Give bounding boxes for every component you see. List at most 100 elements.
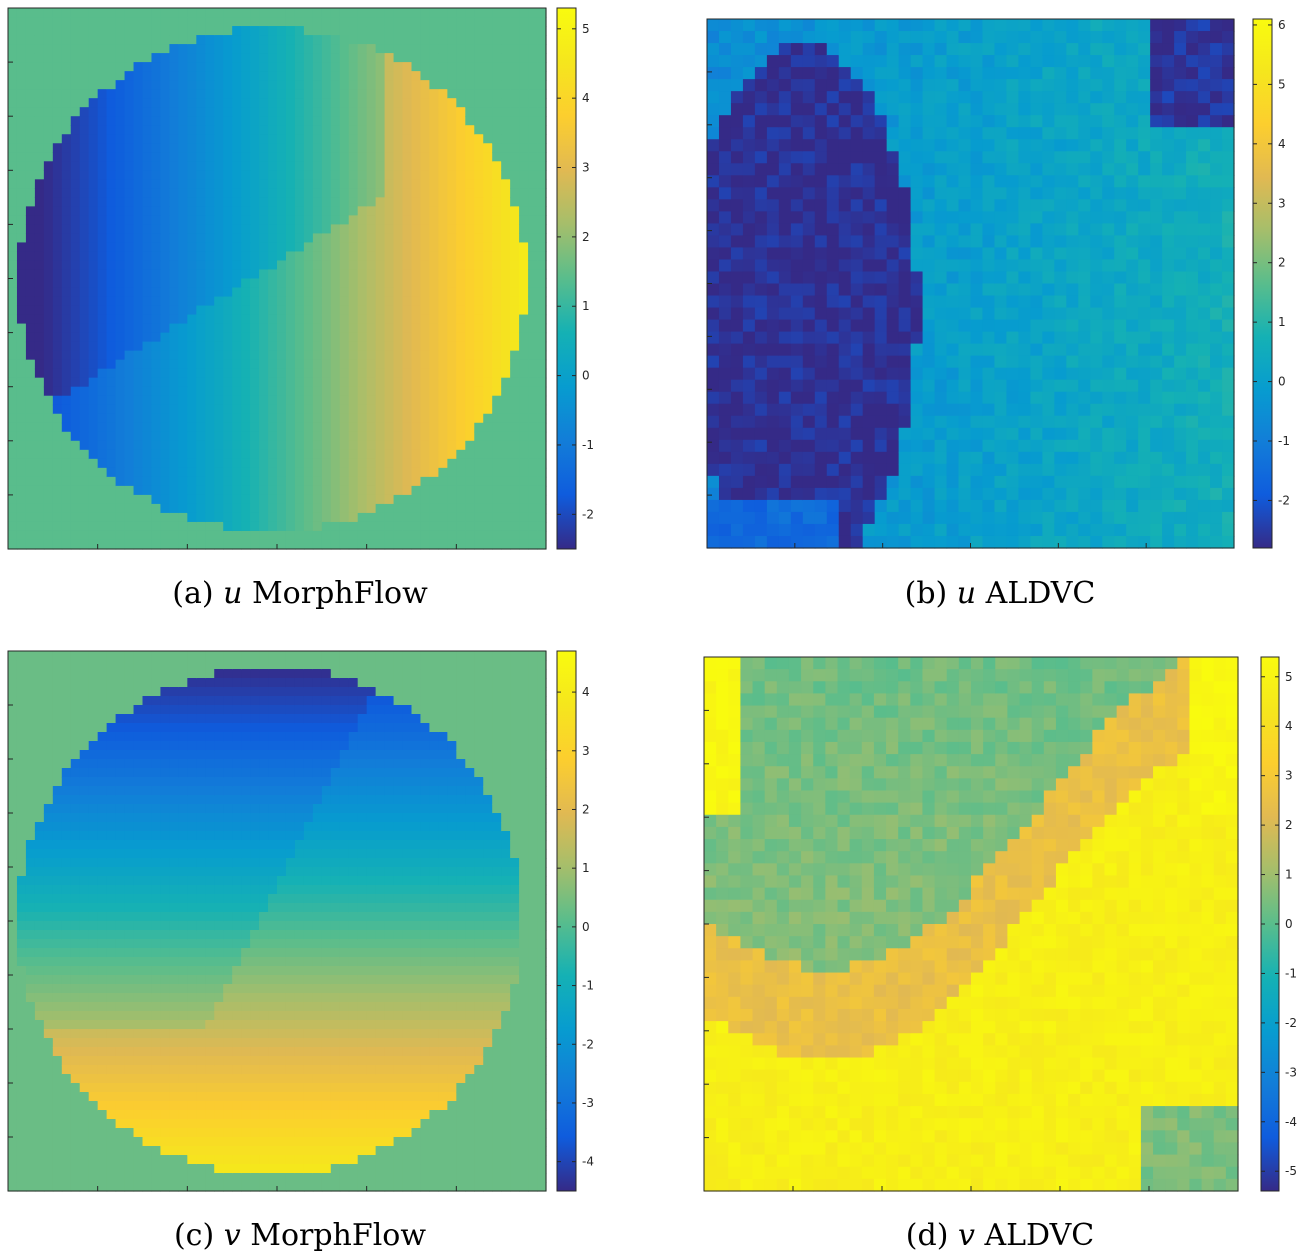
heatmap-cell [330, 80, 341, 90]
heatmap-cell [718, 367, 732, 381]
heatmap-cell [232, 395, 242, 406]
heatmap-cell [510, 359, 520, 370]
heatmap-cell [910, 175, 924, 188]
heatmap-cell [294, 341, 305, 352]
heatmap-cell [754, 391, 768, 405]
heatmap-cell [43, 278, 54, 289]
heatmap-cell [982, 223, 996, 237]
heatmap-cell [501, 449, 511, 460]
heatmap-cell [106, 107, 117, 117]
heatmap-cell [778, 511, 792, 525]
heatmap-cell [754, 259, 768, 273]
heatmap-cell [402, 170, 413, 180]
heatmap-cell [124, 332, 135, 343]
heatmap-cell [874, 271, 888, 285]
heatmap-cell [790, 163, 804, 176]
heatmap-cell [106, 260, 117, 271]
heatmap-cell [528, 395, 538, 406]
heatmap-cell [838, 247, 852, 261]
heatmap-cell [754, 175, 768, 188]
heatmap-cell [946, 199, 960, 212]
heatmap-cell [802, 91, 816, 104]
heatmap-cell [106, 305, 117, 316]
heatmap-cell [438, 44, 448, 54]
heatmap-cell [483, 431, 493, 442]
heatmap-cell [115, 278, 126, 289]
heatmap-cell [429, 134, 439, 144]
heatmap-cell [268, 395, 278, 406]
heatmap-cell [142, 125, 153, 135]
heatmap-cell [718, 127, 732, 140]
heatmap-cell [285, 449, 296, 460]
heatmap-cell [285, 323, 296, 334]
heatmap-cell [277, 44, 287, 54]
heatmap-cell [1006, 115, 1020, 128]
heatmap-cell [790, 175, 804, 188]
heatmap-cell [52, 224, 63, 235]
heatmap-cell [339, 404, 350, 415]
heatmap-cell [850, 379, 864, 393]
heatmap-cell [151, 224, 162, 235]
heatmap-cell [133, 233, 144, 244]
heatmap-cell [537, 485, 547, 496]
heatmap-cell [8, 260, 18, 271]
heatmap-cell [1006, 175, 1020, 188]
heatmap-cell [1054, 235, 1067, 249]
heatmap-cell [456, 341, 466, 352]
heatmap-cell [223, 413, 233, 424]
heatmap-cell [718, 115, 732, 128]
heatmap-cell [214, 269, 224, 280]
heatmap-cell [886, 235, 900, 249]
heatmap-cell [303, 476, 314, 487]
heatmap-cell [250, 521, 260, 532]
heatmap-cell [268, 467, 278, 478]
heatmap-cell [214, 8, 224, 18]
heatmap-cell [196, 332, 206, 343]
heatmap-cell [1054, 415, 1067, 429]
heatmap-cell [707, 427, 720, 441]
heatmap-cell [70, 404, 81, 415]
heatmap-cell [393, 350, 404, 361]
heatmap-cell [420, 521, 431, 532]
heatmap-cell [43, 116, 54, 126]
heatmap-cell [88, 350, 99, 361]
heatmap-cell [169, 449, 179, 460]
heatmap-cell [1018, 331, 1031, 345]
heatmap-cell [707, 415, 720, 429]
heatmap-cell [402, 323, 413, 334]
heatmap-cell [1030, 127, 1043, 140]
heatmap-cell [223, 125, 233, 135]
heatmap-cell [178, 26, 188, 36]
heatmap-cell [402, 242, 413, 253]
heatmap-cell [411, 368, 422, 379]
heatmap-cell [802, 199, 816, 212]
heatmap-cell [115, 458, 126, 469]
heatmap-cell [366, 188, 377, 198]
heatmap-cell [312, 440, 323, 451]
heatmap-cell [402, 35, 413, 45]
heatmap-cell [303, 80, 314, 90]
heatmap-cell [25, 116, 36, 126]
heatmap-cell [285, 197, 296, 207]
heatmap-cell [922, 91, 936, 104]
heatmap-cell [52, 494, 63, 505]
heatmap-cell [1054, 139, 1067, 152]
heatmap-cell [330, 215, 341, 225]
heatmap-cell [411, 269, 422, 280]
heatmap-cell [528, 17, 538, 27]
colorbar-tick-label: -2 [582, 507, 594, 521]
heatmap-cell [232, 62, 242, 72]
heatmap-cell [492, 269, 502, 280]
heatmap-cell [25, 17, 36, 27]
heatmap-cell [850, 247, 864, 261]
heatmap-cell [43, 134, 54, 144]
heatmap-cell [802, 235, 816, 249]
heatmap-cell [537, 503, 547, 514]
heatmap-cell [34, 422, 45, 433]
heatmap-cell [1018, 307, 1031, 321]
heatmap-cell [970, 163, 984, 176]
heatmap-cell [483, 206, 493, 216]
heatmap-cell [25, 242, 36, 253]
heatmap-cell [411, 512, 422, 523]
heatmap-cell [187, 386, 197, 397]
